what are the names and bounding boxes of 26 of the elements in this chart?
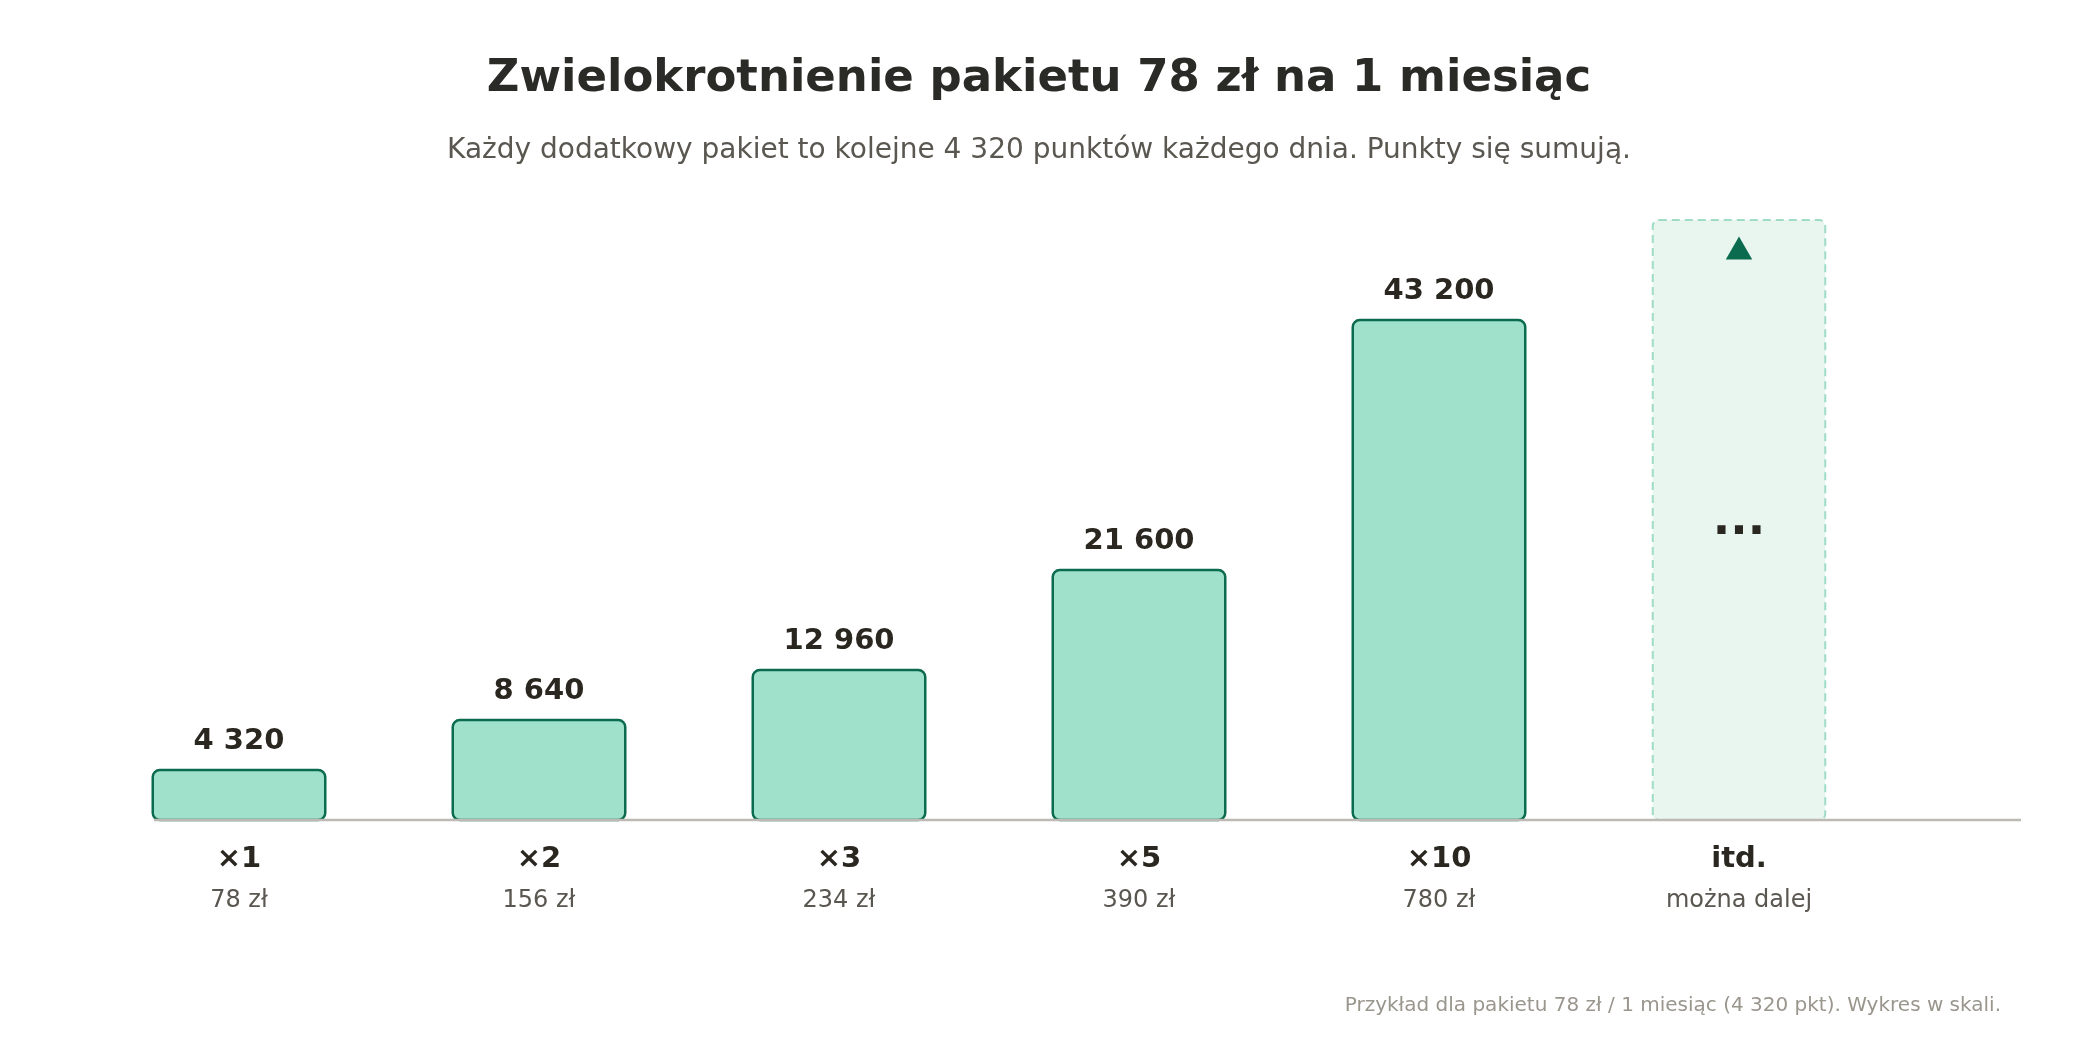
bar [1351,318,1527,822]
text: 390 zł [1102,885,1176,913]
data-label: 43 200 [1383,272,1495,306]
x-tick-label: ×10 [1406,840,1472,874]
bar [451,718,627,822]
x-tick-label: itd. [1711,840,1767,874]
data-label: 21 600 [1083,522,1195,556]
data-label: 4 320 [193,722,285,756]
annotation: ... [1712,491,1766,545]
x-tick-label: ×3 [816,840,862,874]
x-tick-label: ×1 [216,840,262,874]
bar [751,668,927,822]
chart-title: Zwielokrotnienie pakietu 78 zł na 1 miesiąc [486,49,1592,102]
bar [151,768,327,822]
x-tick-label: ×2 [516,840,562,874]
chart-subtitle: Każdy dodatkowy pakiet to kolejne 4 320 punktów każdego dnia. Punkty się sumują. [447,132,1631,165]
x-tick-label: ×5 [1116,840,1162,874]
text: 234 zł [802,885,876,913]
bar [1051,568,1227,822]
text: Przykład dla pakietu 78 zł / 1 miesiąc (4 320 pkt). Wykres w skali. [1344,992,2001,1016]
text: 78 zł [210,885,268,913]
data-label: 12 960 [783,622,895,656]
text: 156 zł [502,885,576,913]
data-label: 8 640 [493,672,585,706]
text: można dalej [1665,885,1813,913]
text: 780 zł [1402,885,1476,913]
